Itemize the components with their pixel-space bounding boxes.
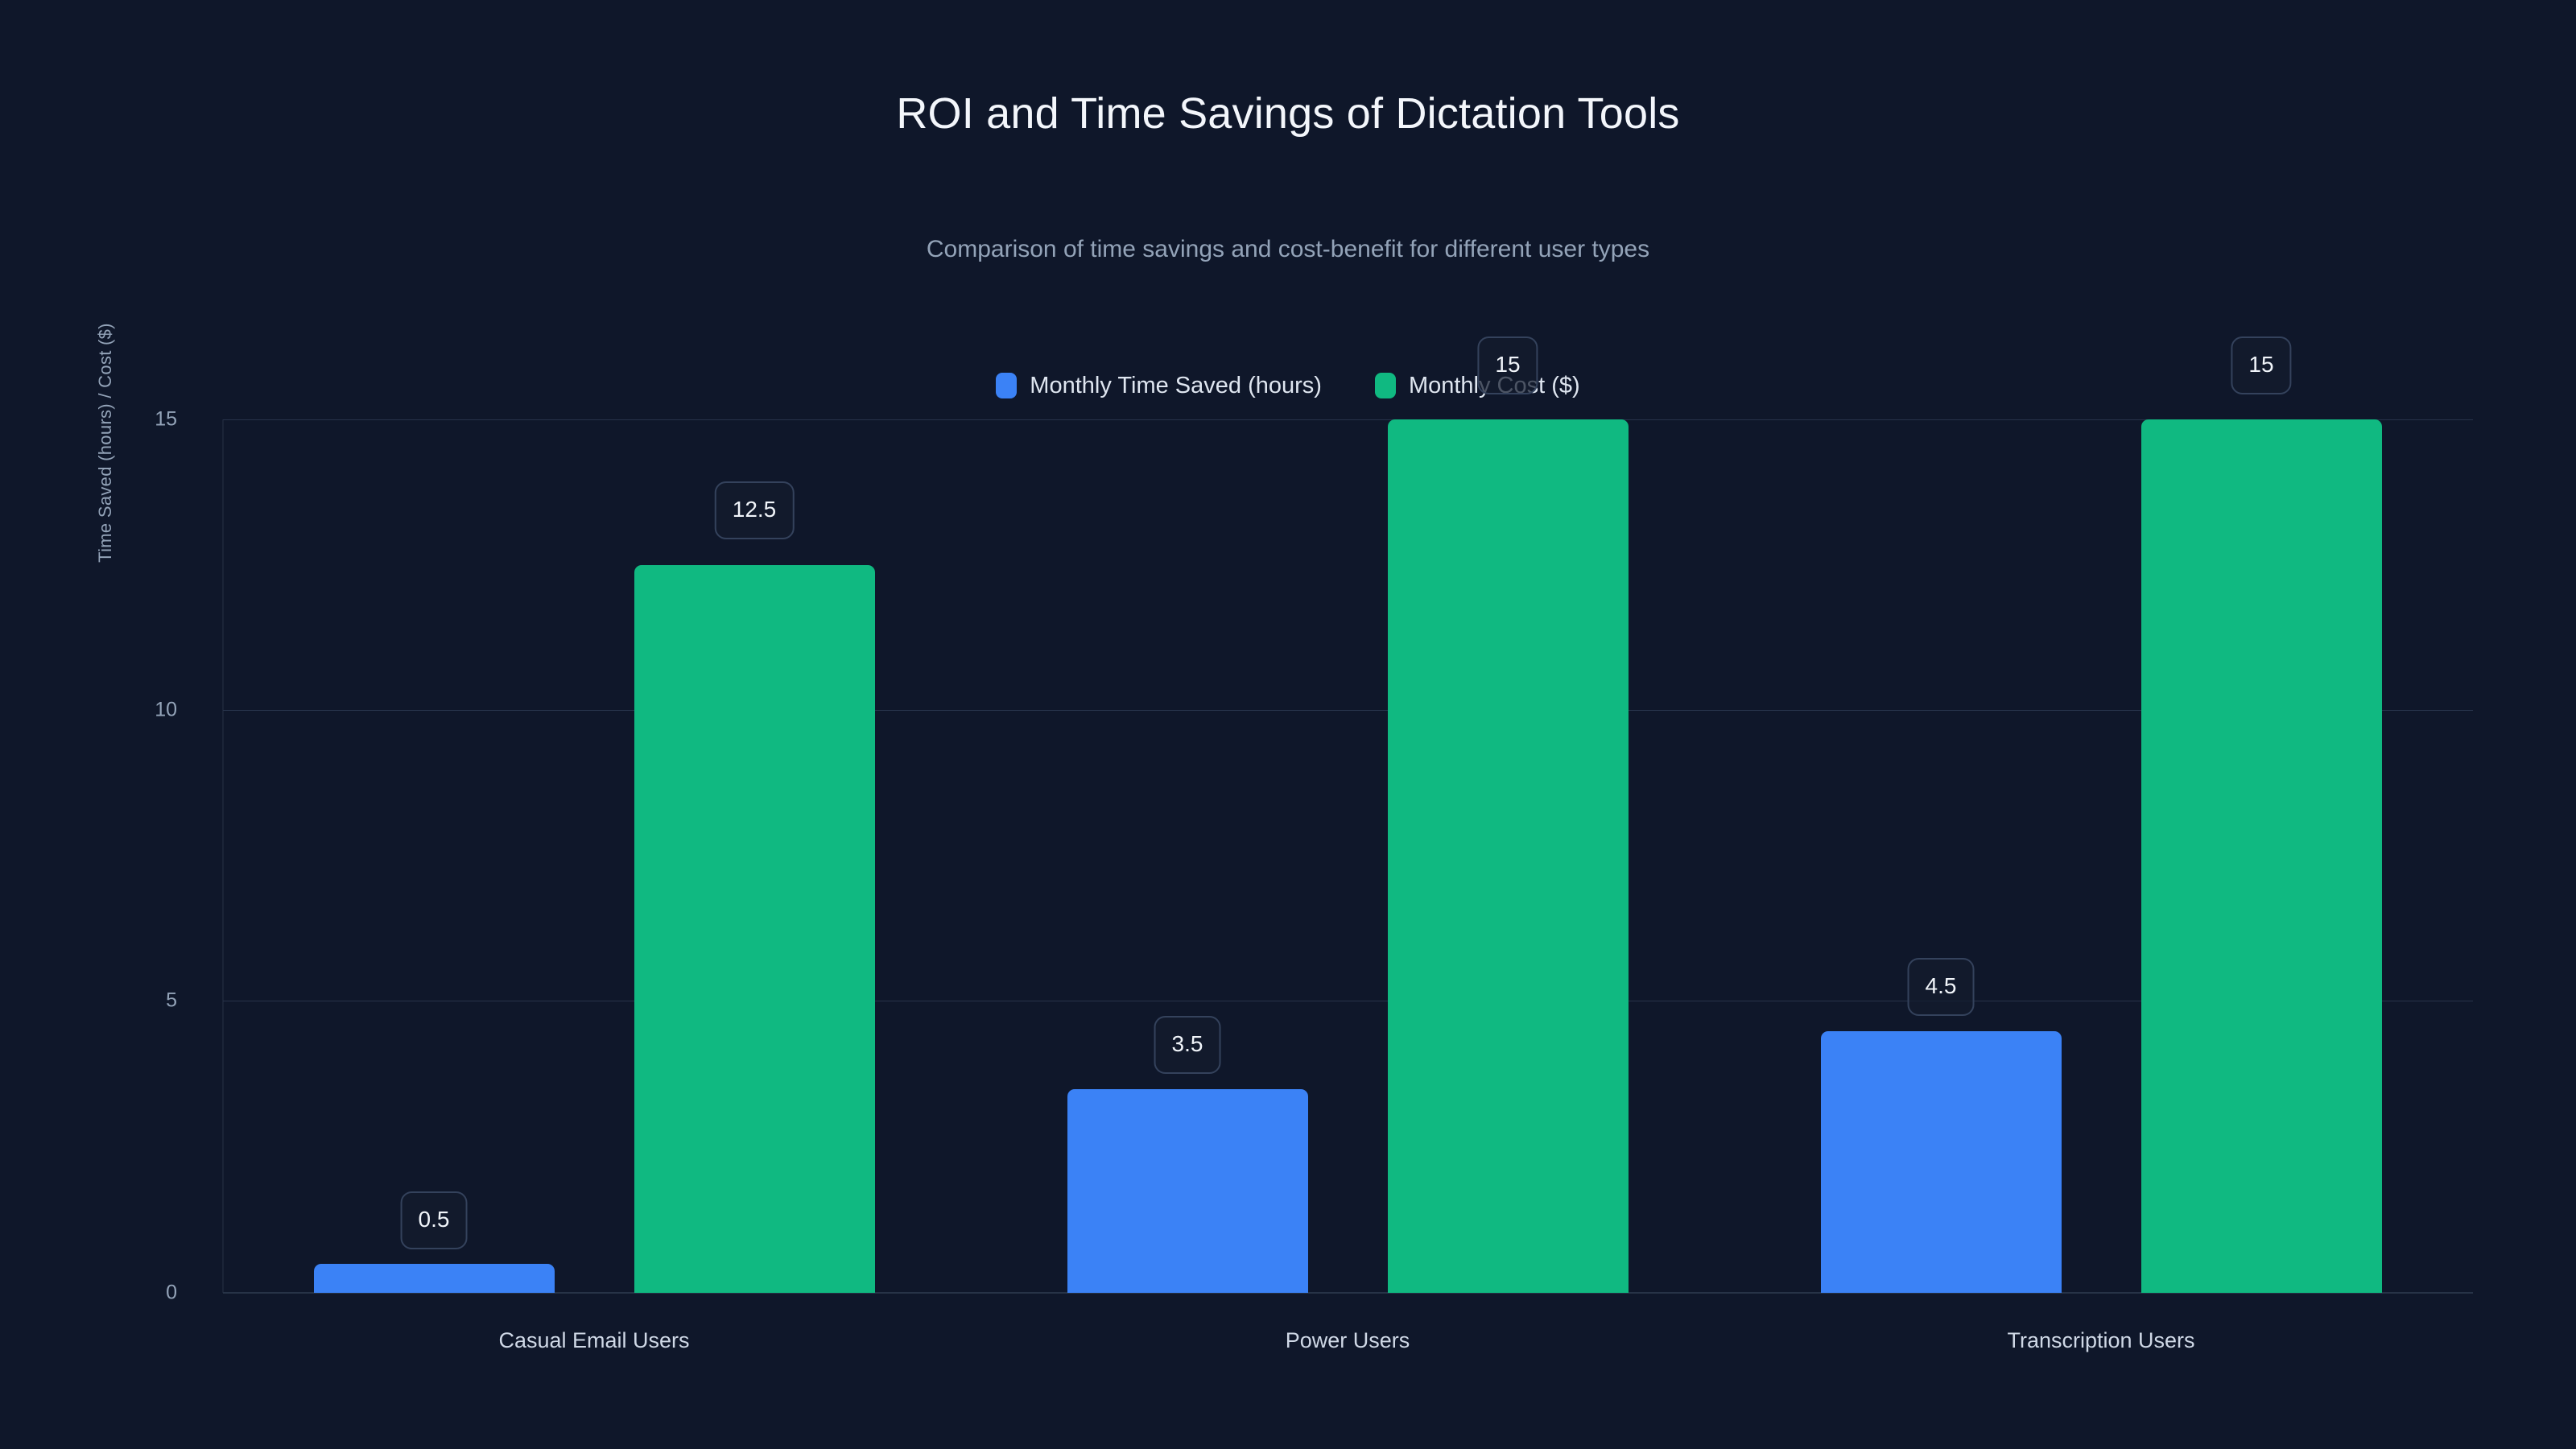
bar-power-users-time[interactable] [1067,1089,1308,1293]
x-axis-baseline [223,1292,2473,1294]
bar-casual-email-users-time[interactable] [314,1264,555,1293]
value-label-transcription-users-time: 4.5 [1907,958,1975,1016]
y-axis-title: Time Saved (hours) / Cost ($) [95,323,115,563]
bar-transcription-users-time[interactable] [1821,1031,2062,1293]
gridline-15 [223,419,2473,420]
square-swatch-icon [1374,373,1396,398]
chart-title: ROI and Time Savings of Dictation Tools [896,89,1680,138]
gridline-10 [223,710,2473,711]
square-swatch-icon [996,373,1018,398]
bar-power-users-cost[interactable] [1388,419,1629,1293]
y-tick-label-0: 0 [166,1281,177,1304]
legend-label: Monthly Time Saved (hours) [1030,372,1322,398]
value-label-casual-email-users-time: 0.5 [400,1191,468,1249]
bar-casual-email-users-cost[interactable] [634,565,875,1293]
y-tick-label-15: 15 [155,407,177,431]
y-tick-label-10: 10 [155,698,177,721]
x-tick-label-transcription-users: Transcription Users [2007,1328,2195,1352]
value-label-casual-email-users-cost: 12.5 [714,481,795,539]
bar-transcription-users-cost[interactable] [2141,419,2382,1293]
chart-subtitle: Comparison of time savings and cost-bene… [926,236,1650,262]
y-axis-line [222,419,224,1293]
y-tick-label-5: 5 [166,989,177,1012]
plot-area [222,419,2473,1294]
chart-legend: Monthly Time Saved (hours) Monthly Cost … [0,373,2576,398]
value-label-power-users-cost: 15 [1477,336,1538,394]
value-label-power-users-time: 3.5 [1154,1016,1221,1074]
x-tick-label-casual-email-users: Casual Email Users [498,1328,690,1352]
x-tick-label-power-users: Power Users [1285,1328,1410,1352]
legend-item-monthly-time-saved[interactable]: Monthly Time Saved (hours) [996,373,1322,398]
value-label-transcription-users-cost: 15 [2231,336,2292,394]
